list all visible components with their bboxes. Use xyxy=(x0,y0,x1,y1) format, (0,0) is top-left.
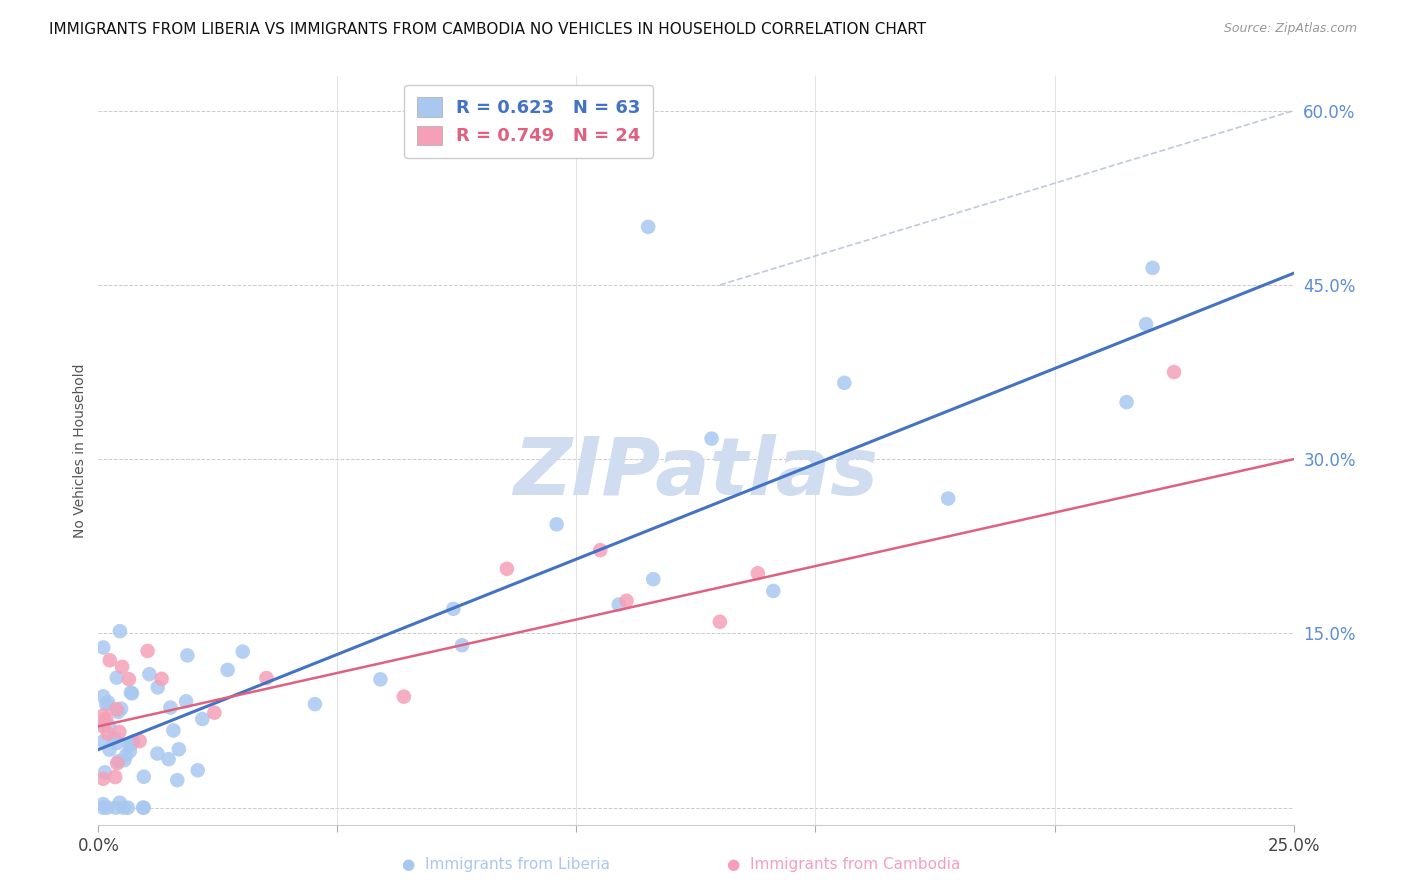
Point xyxy=(146,747,169,761)
Point xyxy=(115,747,138,762)
Point xyxy=(1135,317,1157,331)
Point xyxy=(117,800,139,814)
Point xyxy=(96,698,118,712)
Point xyxy=(709,615,731,629)
Point xyxy=(97,695,120,709)
Point xyxy=(121,736,143,750)
Point xyxy=(166,773,188,788)
Point xyxy=(747,566,769,581)
Point xyxy=(120,685,142,699)
Point xyxy=(111,660,134,674)
Point xyxy=(108,796,131,810)
Point xyxy=(643,572,665,586)
Point xyxy=(136,644,159,658)
Point xyxy=(93,708,115,723)
Point xyxy=(451,638,474,652)
Point xyxy=(105,671,128,685)
Point xyxy=(150,672,173,686)
Point xyxy=(98,653,121,667)
Point xyxy=(132,800,155,814)
Text: ●  Immigrants from Cambodia: ● Immigrants from Cambodia xyxy=(727,857,960,872)
Point xyxy=(132,800,155,814)
Point xyxy=(254,671,277,685)
Point xyxy=(700,432,723,446)
Point xyxy=(98,719,121,733)
Point xyxy=(118,744,141,758)
Point xyxy=(118,738,141,752)
Point xyxy=(107,754,129,768)
Point xyxy=(91,690,114,704)
Point xyxy=(112,753,135,767)
Y-axis label: No Vehicles in Household: No Vehicles in Household xyxy=(73,363,87,538)
Point xyxy=(104,770,127,784)
Text: Source: ZipAtlas.com: Source: ZipAtlas.com xyxy=(1223,22,1357,36)
Point xyxy=(98,742,121,756)
Point xyxy=(103,731,125,745)
Point xyxy=(138,667,160,681)
Point xyxy=(191,712,214,726)
Point xyxy=(232,645,254,659)
Point xyxy=(91,772,114,786)
Point xyxy=(108,624,131,639)
Point xyxy=(112,800,135,814)
Point xyxy=(217,663,239,677)
Point xyxy=(91,797,114,811)
Point xyxy=(1163,365,1185,379)
Point xyxy=(762,584,785,599)
Point xyxy=(105,756,128,771)
Point xyxy=(91,800,114,814)
Point xyxy=(546,517,568,532)
Point xyxy=(162,723,184,738)
Point xyxy=(370,673,392,687)
Point xyxy=(202,706,225,720)
Point xyxy=(121,686,143,700)
Point xyxy=(616,593,638,607)
Point xyxy=(496,562,519,576)
Point xyxy=(108,725,131,739)
Point xyxy=(607,598,630,612)
Point xyxy=(392,690,415,704)
Point xyxy=(637,219,659,234)
Legend: R = 0.623   N = 63, R = 0.749   N = 24: R = 0.623 N = 63, R = 0.749 N = 24 xyxy=(404,85,654,158)
Text: IMMIGRANTS FROM LIBERIA VS IMMIGRANTS FROM CAMBODIA NO VEHICLES IN HOUSEHOLD COR: IMMIGRANTS FROM LIBERIA VS IMMIGRANTS FR… xyxy=(49,22,927,37)
Point xyxy=(96,800,118,814)
Point xyxy=(107,705,129,719)
Point xyxy=(441,602,464,616)
Point xyxy=(122,735,145,749)
Point xyxy=(110,702,132,716)
Point xyxy=(91,719,114,733)
Point xyxy=(104,800,127,814)
Point xyxy=(128,734,150,748)
Point xyxy=(97,726,120,740)
Point xyxy=(93,718,115,732)
Point xyxy=(176,648,198,663)
Text: ●  Immigrants from Liberia: ● Immigrants from Liberia xyxy=(402,857,610,872)
Point xyxy=(936,491,959,506)
Point xyxy=(589,543,612,558)
Point xyxy=(94,765,117,780)
Point xyxy=(167,742,190,756)
Point xyxy=(304,697,326,711)
Point xyxy=(159,700,181,714)
Point xyxy=(834,376,856,390)
Point xyxy=(94,712,117,726)
Point xyxy=(157,752,180,766)
Point xyxy=(174,694,197,708)
Point xyxy=(1115,395,1137,409)
Point xyxy=(105,702,128,716)
Point xyxy=(187,764,209,778)
Point xyxy=(105,736,128,750)
Point xyxy=(132,770,155,784)
Point xyxy=(91,734,114,748)
Text: ZIPatlas: ZIPatlas xyxy=(513,434,879,512)
Point xyxy=(1142,260,1164,275)
Point xyxy=(118,672,141,686)
Point xyxy=(91,640,114,655)
Point xyxy=(146,681,169,695)
